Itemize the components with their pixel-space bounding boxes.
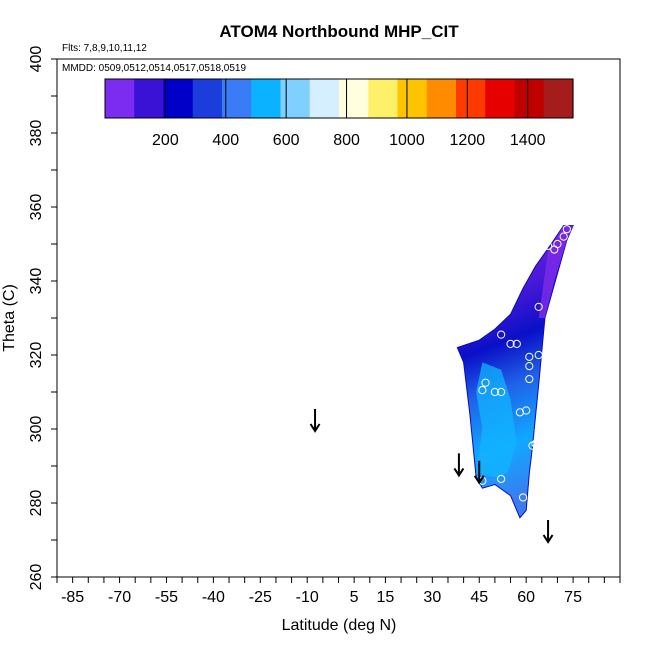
- sample-point: [534, 350, 543, 360]
- x-tick-label: -70: [108, 589, 131, 606]
- y-tick-label: 320: [28, 342, 45, 369]
- sample-point: [506, 339, 515, 348]
- y-tick-label: 340: [28, 268, 45, 295]
- colorbar-swatch: [456, 79, 486, 118]
- colorbar-tick-label: 400: [212, 132, 239, 149]
- colorbar-tick-label: 200: [152, 132, 179, 149]
- colorbar-swatch: [543, 79, 574, 118]
- x-tick-label: 30: [423, 589, 441, 606]
- sample-point: [497, 330, 506, 339]
- down-arrow-icon: [473, 460, 485, 485]
- y-axis-title: Theta (C): [1, 284, 18, 352]
- x-tick-label: 45: [470, 589, 488, 606]
- sample-point: [559, 232, 568, 241]
- chart-title: ATOM4 Northbound MHP_CIT: [219, 22, 459, 41]
- y-tick-label: 300: [28, 416, 45, 443]
- colorbar-frame: [104, 78, 574, 119]
- colorbar-swatch: [280, 79, 311, 118]
- sample-point: [522, 406, 531, 415]
- sample-point: [550, 245, 559, 254]
- colorbar-swatch: [514, 79, 545, 118]
- colorbar-tick-label: 1400: [510, 132, 546, 149]
- sample-point: [534, 302, 543, 311]
- x-axis-title: Latitude (deg N): [282, 617, 397, 634]
- x-tick-label: 75: [564, 589, 582, 606]
- x-tick-label: 60: [517, 589, 535, 606]
- dates-note: MMDD: 0509,0512,0514,0517,0518,0519: [62, 63, 246, 74]
- colorbar-swatch: [339, 79, 369, 118]
- y-tick-label: 260: [28, 564, 45, 591]
- sample-point: [515, 408, 525, 417]
- colorbar-swatch: [105, 79, 135, 118]
- colorbar-swatch: [163, 79, 194, 118]
- sample-point: [531, 439, 540, 448]
- colorbar-tick-label: 600: [273, 132, 300, 149]
- sample-point: [537, 402, 546, 411]
- x-tick-label: -85: [61, 589, 84, 606]
- sample-point: [497, 387, 506, 397]
- colorbar-tick-label: 1000: [389, 132, 425, 149]
- y-axis: 260 280 300 320 340 360 380 400: [28, 46, 57, 591]
- x-tick-label: -40: [202, 589, 225, 606]
- colorbar-tick-label: 800: [333, 132, 360, 149]
- x-tick-label: -10: [296, 589, 319, 606]
- sample-point: [512, 339, 521, 348]
- sample-points: [478, 225, 571, 517]
- sample-point: [478, 386, 487, 395]
- y-tick-label: 280: [28, 490, 45, 517]
- x-tick-label: 5: [350, 589, 359, 606]
- colorbar-swatch: [426, 79, 457, 118]
- sample-point: [543, 241, 553, 250]
- x-tick-label: -55: [155, 589, 178, 606]
- y-tick-label: 380: [28, 120, 45, 147]
- sample-point: [562, 225, 571, 234]
- sample-point: [481, 378, 490, 387]
- swath-upper: [538, 225, 574, 318]
- colorbar: 200 400 600 800 1000 1200 1400: [104, 78, 574, 149]
- colorbar-tick-label: 1200: [450, 132, 486, 149]
- colorbar-swatch: [397, 79, 428, 118]
- colorbar-swatch: [222, 79, 252, 118]
- colorbar-swatch: [192, 79, 223, 118]
- down-arrow-icon: [453, 453, 465, 478]
- down-arrow-icon: [542, 520, 554, 544]
- x-tick-label: -25: [249, 589, 272, 606]
- colorbar-swatch: [309, 79, 340, 118]
- sample-point: [525, 374, 534, 384]
- x-tick-label: 15: [377, 589, 395, 606]
- sample-point: [528, 508, 537, 517]
- sample-point: [525, 362, 534, 371]
- colorbar-swatch: [251, 79, 282, 118]
- profile-arrows: [309, 409, 554, 544]
- sample-point: [518, 493, 528, 502]
- x-axis: -85 -70 -55 -40 -25 -10 5 15 30 45 60 75: [56, 577, 621, 606]
- sample-point: [490, 387, 499, 397]
- y-tick-label: 400: [28, 46, 45, 73]
- colorbar-swatch: [368, 79, 399, 118]
- colorbar-swatch: [485, 79, 516, 118]
- colorbar-swatch: [134, 79, 165, 118]
- y-tick-label: 360: [28, 194, 45, 221]
- sample-point: [497, 474, 506, 484]
- flights-note: Flts: 7,8,9,10,11,12: [62, 43, 147, 54]
- sample-point: [525, 352, 534, 361]
- down-arrow-icon: [309, 409, 321, 433]
- sample-point: [534, 426, 543, 435]
